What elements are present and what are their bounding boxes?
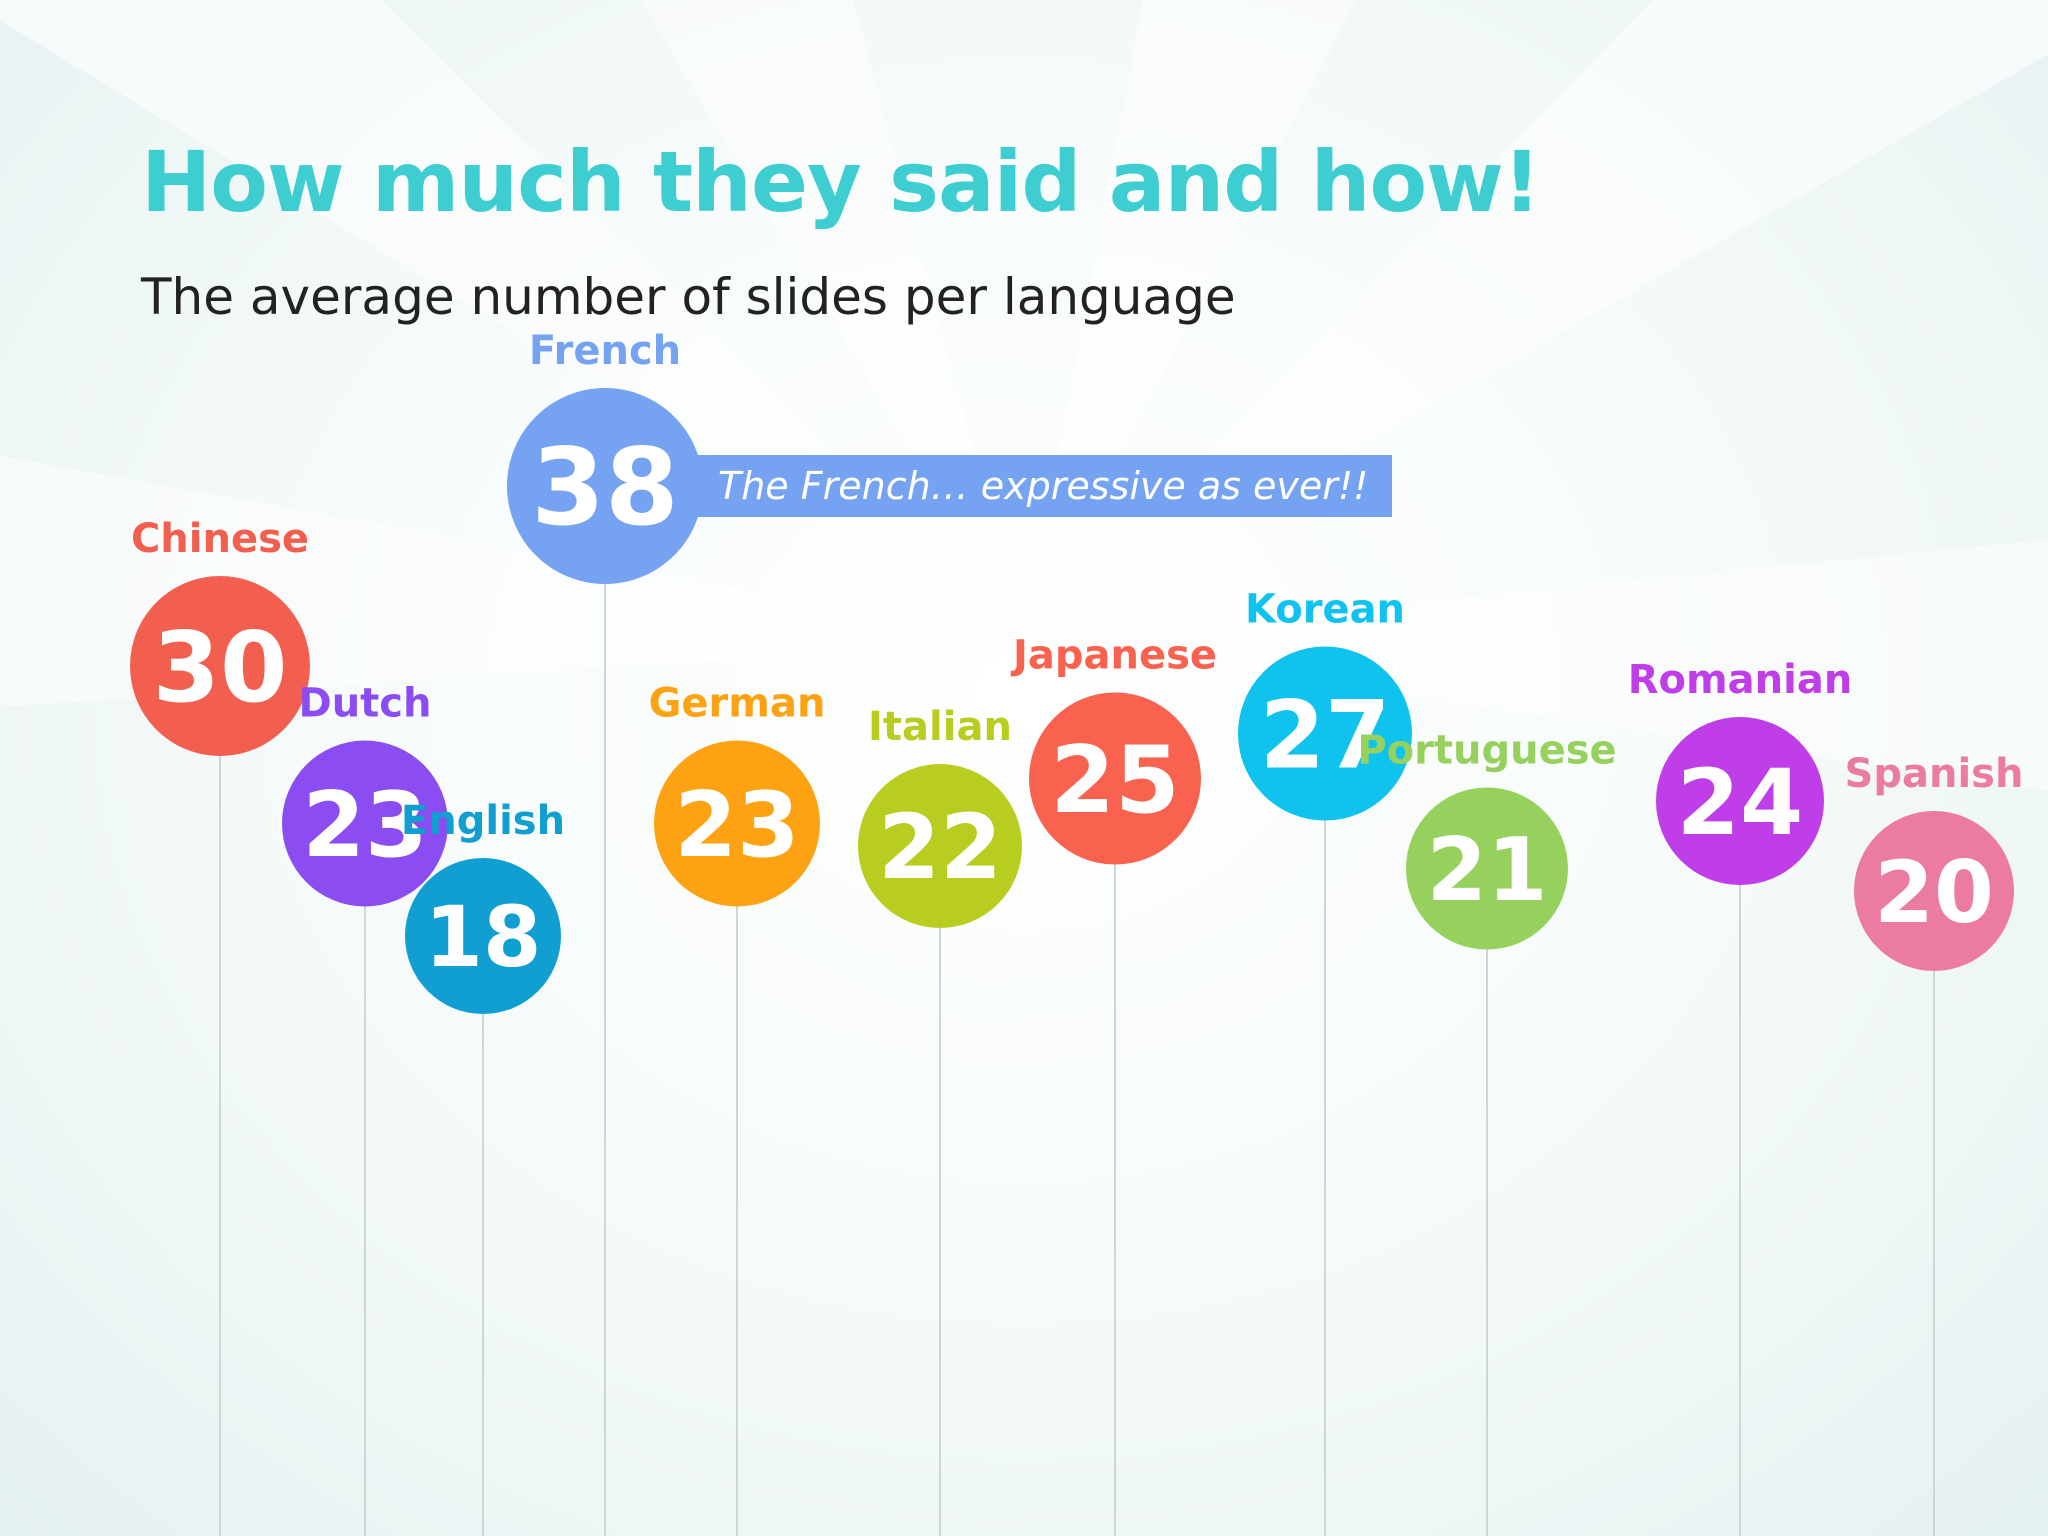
category-label-romanian: Romanian [1628,657,1853,703]
bubble-english [405,858,561,1014]
category-label-spanish: Spanish [1845,751,2024,797]
category-label-dutch: Dutch [299,681,432,727]
annotation: The French… expressive as ever!! [605,455,1392,517]
bubble-italian [858,764,1022,928]
chart-title: How much they said and how! [141,133,1541,231]
value-label-spanish: 20 [1874,843,1994,943]
value-label-dutch: 23 [302,773,427,878]
stems [219,486,1935,1536]
bubble-dutch [282,740,448,907]
annotation-banner [605,455,1392,517]
category-label-english: English [401,798,565,844]
bubble-french [507,388,703,584]
value-label-french: 38 [531,426,679,549]
bubble-portuguese [1406,787,1568,950]
bubble-japanese [1029,692,1201,865]
category-label-french: French [529,328,681,374]
bubble-romanian [1656,717,1824,885]
value-label-romanian: 24 [1677,751,1804,856]
category-label-german: German [649,681,826,727]
value-label-chinese: 30 [153,611,288,724]
value-label-japanese: 25 [1050,726,1179,834]
value-label-italian: 22 [878,795,1002,899]
bubble-spanish [1854,811,2014,971]
category-label-korean: Korean [1245,587,1405,633]
value-label-english: 18 [425,888,542,986]
category-label-italian: Italian [868,704,1012,750]
bubble-chinese [130,576,310,756]
category-label-portuguese: Portuguese [1357,728,1616,774]
value-label-portuguese: 21 [1426,819,1547,921]
bubbles: 30 Chinese 23 Dutch 18 English 38 French 23 Germa… [130,328,2023,1014]
annotation-text: The French… expressive as ever!! [718,464,1368,508]
value-label-german: 23 [674,773,799,878]
bubble-german [654,740,820,907]
category-label-japanese: Japanese [1010,633,1217,679]
category-label-chinese: Chinese [131,516,309,562]
bubble-korean [1238,646,1412,821]
chart-subtitle: The average number of slides per languag… [141,268,1236,326]
value-label-korean: 27 [1260,681,1391,790]
